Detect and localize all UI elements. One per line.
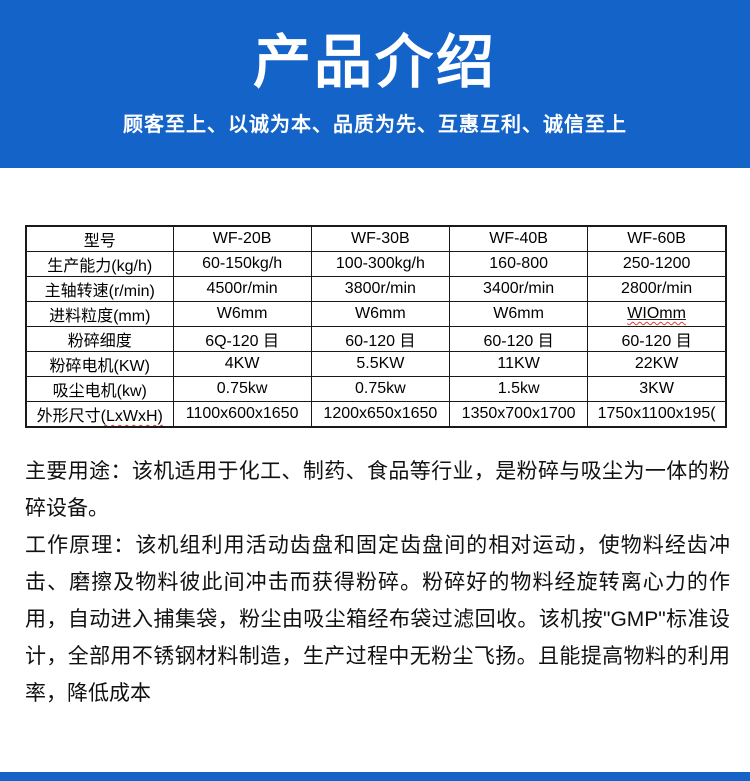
spec-value-cell: 60-120 目 <box>587 326 727 352</box>
table-row: 进料粒度(mm) W6mm W6mm W6mm WIOmm <box>25 301 727 327</box>
spec-value-cell: 3KW <box>587 376 727 402</box>
page-title: 产品介绍 <box>252 30 497 95</box>
spec-value-cell: 4KW <box>172 351 312 377</box>
misspell-underline: WIOmm <box>627 305 686 322</box>
spec-table: 型号 WF-20B WF-30B WF-40B WF-60B 生产能力(kg/h) 60-1… <box>25 225 727 428</box>
footer-bar <box>0 772 750 781</box>
spec-value-cell: WIOmm <box>587 301 727 327</box>
spec-value-cell: W6mm <box>310 301 451 327</box>
row-label-cell: 粉碎细度 <box>25 326 174 352</box>
spec-value-cell: 0.75kw <box>310 376 451 402</box>
spec-value-cell: 3800r/min <box>310 276 451 302</box>
spec-value-cell: 5.5KW <box>310 351 451 377</box>
spec-value-cell: W6mm <box>172 301 312 327</box>
row-label-cell: 吸尘电机(kw) <box>25 376 174 402</box>
spec-value-cell: 250-1200 <box>587 251 727 277</box>
product-description: 主要用途：该机适用于化工、制药、食品等行业，是粉碎与吸尘为一体的粉碎设备。 工作… <box>25 453 730 712</box>
spec-value-cell: 1.5kw <box>448 376 589 402</box>
table-row: 粉碎细度 6Q-120 目 60-120 目 60-120 目 60-120 目 <box>25 326 727 352</box>
row-label-cell: 粉碎电机(KW) <box>25 351 174 377</box>
row-label-cell: 进料粒度(mm) <box>25 301 174 327</box>
spec-value-cell: 100-300kg/h <box>310 251 451 277</box>
spec-value-cell: 1200x650x1650 <box>310 401 451 428</box>
table-row: 粉碎电机(KW) 4KW 5.5KW 11KW 22KW <box>25 351 727 377</box>
header-cell-model: WF-40B <box>448 225 589 252</box>
table-header-row: 型号 WF-20B WF-30B WF-40B WF-60B <box>25 225 727 252</box>
usage-paragraph: 主要用途：该机适用于化工、制药、食品等行业，是粉碎与吸尘为一体的粉碎设备。 <box>25 460 730 520</box>
row-label-cell: 生产能力(kg/h) <box>25 251 174 277</box>
header-cell-label: 型号 <box>25 225 174 252</box>
spec-value-cell: 0.75kw <box>172 376 312 402</box>
spec-value-cell: 4500r/min <box>172 276 312 302</box>
spec-value-cell: 2800r/min <box>587 276 727 302</box>
table-row: 外形尺寸(LxWxH) 1100x600x1650 1200x650x1650 135… <box>25 401 727 428</box>
spec-value-cell: 6Q-120 目 <box>172 326 312 352</box>
table-row: 吸尘电机(kw) 0.75kw 0.75kw 1.5kw 3KW <box>25 376 727 402</box>
row-label-cell: 外形尺寸(LxWxH) <box>25 401 174 428</box>
spec-value-cell: 60-150kg/h <box>172 251 312 277</box>
spec-value-cell: 1100x600x1650 <box>172 401 312 428</box>
spec-value-cell: 1350x700x1700 <box>448 401 589 428</box>
header-cell-model: WF-60B <box>587 225 727 252</box>
spec-value-cell: 1750x1100x195( <box>587 401 727 428</box>
slogan-text: 顾客至上、以诚为本、品质为先、互惠互利、诚信至上 <box>123 113 627 136</box>
spec-value-cell: 60-120 目 <box>310 326 451 352</box>
misspell-squiggle: (LxWxH) <box>100 408 163 425</box>
header-cell-model: WF-30B <box>310 225 451 252</box>
table-row: 生产能力(kg/h) 60-150kg/h 100-300kg/h 160-800 25… <box>25 251 727 277</box>
spec-value-cell: W6mm <box>448 301 589 327</box>
misspell-squiggle: WIOmm <box>627 305 686 322</box>
spec-value-cell: 3400r/min <box>448 276 589 302</box>
hero-banner: 产品介绍 顾客至上、以诚为本、品质为先、互惠互利、诚信至上 <box>0 0 750 168</box>
principle-paragraph: 工作原理：该机组利用活动齿盘和固定齿盘间的相对运动，使物料经齿冲击、磨擦及物料彼… <box>25 534 730 705</box>
spec-value-cell: 22KW <box>587 351 727 377</box>
spec-value-cell: 160-800 <box>448 251 589 277</box>
spec-value-cell: 60-120 目 <box>448 326 589 352</box>
row-label-cell: 主轴转速(r/min) <box>25 276 174 302</box>
header-cell-model: WF-20B <box>172 225 312 252</box>
spec-value-cell: 11KW <box>448 351 589 377</box>
table-row: 主轴转速(r/min) 4500r/min 3800r/min 3400r/min 28… <box>25 276 727 302</box>
